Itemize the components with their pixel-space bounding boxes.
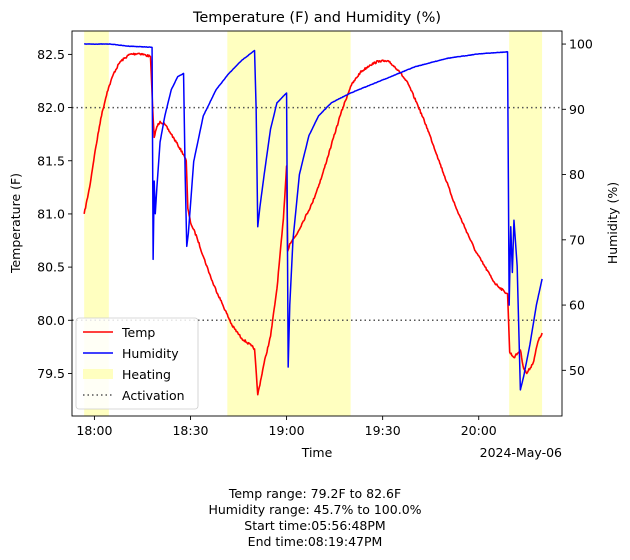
left-y-axis-label: Temperature (F) — [8, 173, 23, 274]
start-time-text: Start time:05:56:48PM — [244, 518, 385, 533]
right-y-tick-label-0: 50 — [569, 363, 585, 378]
heating-bands — [84, 31, 543, 416]
right-y-axis-ticks: 50 60 70 80 90 100 — [562, 37, 593, 378]
right-y-tick-label-4: 90 — [569, 102, 585, 117]
x-tick-label-0: 18:00 — [76, 423, 112, 438]
legend-heating-label: Heating — [122, 367, 171, 382]
left-y-tick-label-1: 80.0 — [37, 313, 65, 328]
x-offset-label: 2024-May-06 — [480, 445, 562, 460]
chart-title: Temperature (F) and Humidity (%) — [192, 10, 441, 26]
x-axis-label: Time — [301, 445, 333, 460]
legend: Temp Humidity Heating Activation — [75, 317, 199, 410]
legend-heating-swatch — [83, 369, 113, 379]
end-time-text: End time:08:19:47PM — [248, 534, 383, 549]
x-axis-ticks: 18:00 18:30 19:00 19:30 20:00 — [76, 416, 497, 438]
plot-frame — [71, 30, 563, 417]
right-y-tick-label-2: 70 — [569, 232, 585, 247]
x-tick-label-4: 20:00 — [461, 423, 497, 438]
temp-series-line — [83, 52, 543, 396]
left-y-tick-label-6: 82.5 — [37, 47, 65, 62]
x-tick-label-3: 19:30 — [365, 423, 401, 438]
left-y-axis-ticks: 79.5 80.0 80.5 81.0 81.5 82.0 82.5 — [37, 47, 72, 381]
x-tick-label-2: 19:00 — [269, 423, 305, 438]
right-y-tick-label-3: 80 — [569, 167, 585, 182]
legend-box — [75, 317, 199, 410]
right-y-tick-label-5: 100 — [569, 37, 593, 52]
summary-annotations: Temp range: 79.2F to 82.6F Humidity rang… — [208, 486, 421, 549]
left-y-tick-label-3: 81.0 — [37, 206, 65, 221]
x-tick-label-1: 18:30 — [172, 423, 208, 438]
right-y-tick-label-1: 60 — [569, 298, 585, 313]
legend-activation-label: Activation — [122, 388, 185, 403]
legend-humidity-label: Humidity — [122, 346, 179, 361]
right-y-axis-label: Humidity (%) — [605, 182, 620, 264]
humidity-series-line — [83, 43, 543, 391]
temp-range-text: Temp range: 79.2F to 82.6F — [228, 486, 401, 501]
left-y-tick-label-4: 81.5 — [37, 153, 65, 168]
humidity-range-text: Humidity range: 45.7% to 100.0% — [208, 502, 421, 517]
legend-temp-label: Temp — [121, 325, 155, 340]
left-y-tick-label-0: 79.5 — [37, 366, 65, 381]
left-y-tick-label-5: 82.0 — [37, 100, 65, 115]
left-y-tick-label-2: 80.5 — [37, 260, 65, 275]
